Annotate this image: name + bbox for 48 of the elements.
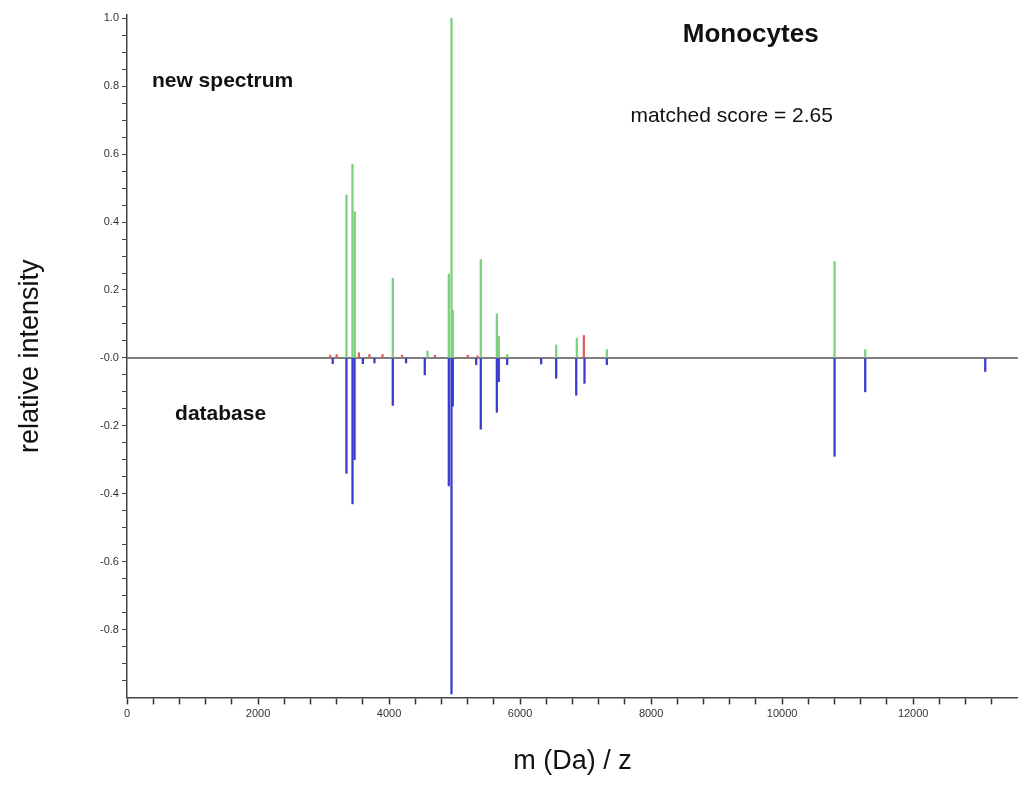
- annotation: new spectrum: [151, 67, 294, 91]
- bar: [361, 358, 364, 364]
- y-tick-label: -0.4: [100, 486, 119, 499]
- bar: [345, 358, 348, 474]
- x-tick-label: 12000: [897, 707, 929, 720]
- y-tick-label: 0.4: [103, 215, 119, 228]
- bar: [381, 354, 384, 358]
- bar: [833, 261, 836, 358]
- bar: [450, 358, 453, 695]
- bar: [582, 335, 585, 358]
- y-tick-label: 0.2: [103, 283, 119, 296]
- bar: [368, 354, 371, 358]
- bar: [351, 358, 354, 505]
- x-tick-label: 0: [123, 707, 131, 720]
- bar: [495, 313, 498, 358]
- bar: [506, 354, 509, 358]
- x-axis-title: m (Da) / z: [513, 745, 632, 776]
- bar: [583, 358, 586, 384]
- bar: [373, 358, 376, 364]
- y-tick-label: 0.6: [103, 147, 119, 160]
- y-tick-label: -0.0: [100, 350, 119, 363]
- bar: [335, 354, 338, 358]
- bar: [357, 352, 361, 358]
- bar: [345, 194, 348, 358]
- bar: [450, 18, 453, 358]
- y-tick-label: 0.8: [103, 79, 119, 92]
- chart-title: Monocytes: [682, 18, 819, 49]
- x-tick-label: 6000: [507, 707, 533, 720]
- y-tick-label: -0.2: [100, 418, 119, 431]
- bar: [426, 350, 429, 358]
- bar: [864, 349, 867, 358]
- bar: [984, 358, 987, 372]
- bar: [476, 355, 479, 358]
- y-tick-label: 1.0: [103, 11, 119, 24]
- y-tick-label: -0.6: [100, 554, 119, 567]
- annotation: database: [175, 401, 267, 424]
- x-tick-label: 10000: [766, 707, 798, 720]
- x-tick-label: 4000: [376, 707, 402, 720]
- annotation: matched score = 2.65: [630, 102, 833, 126]
- bar: [351, 164, 354, 358]
- x-tick-label: 8000: [638, 707, 664, 720]
- y-axis-title: relative intensity: [13, 258, 44, 453]
- x-tick-label: 2000: [245, 707, 271, 720]
- bar: [605, 349, 608, 358]
- y-tick-label: -0.8: [100, 622, 119, 635]
- bar: [833, 358, 836, 457]
- bar: [555, 358, 558, 379]
- bar: [331, 358, 334, 364]
